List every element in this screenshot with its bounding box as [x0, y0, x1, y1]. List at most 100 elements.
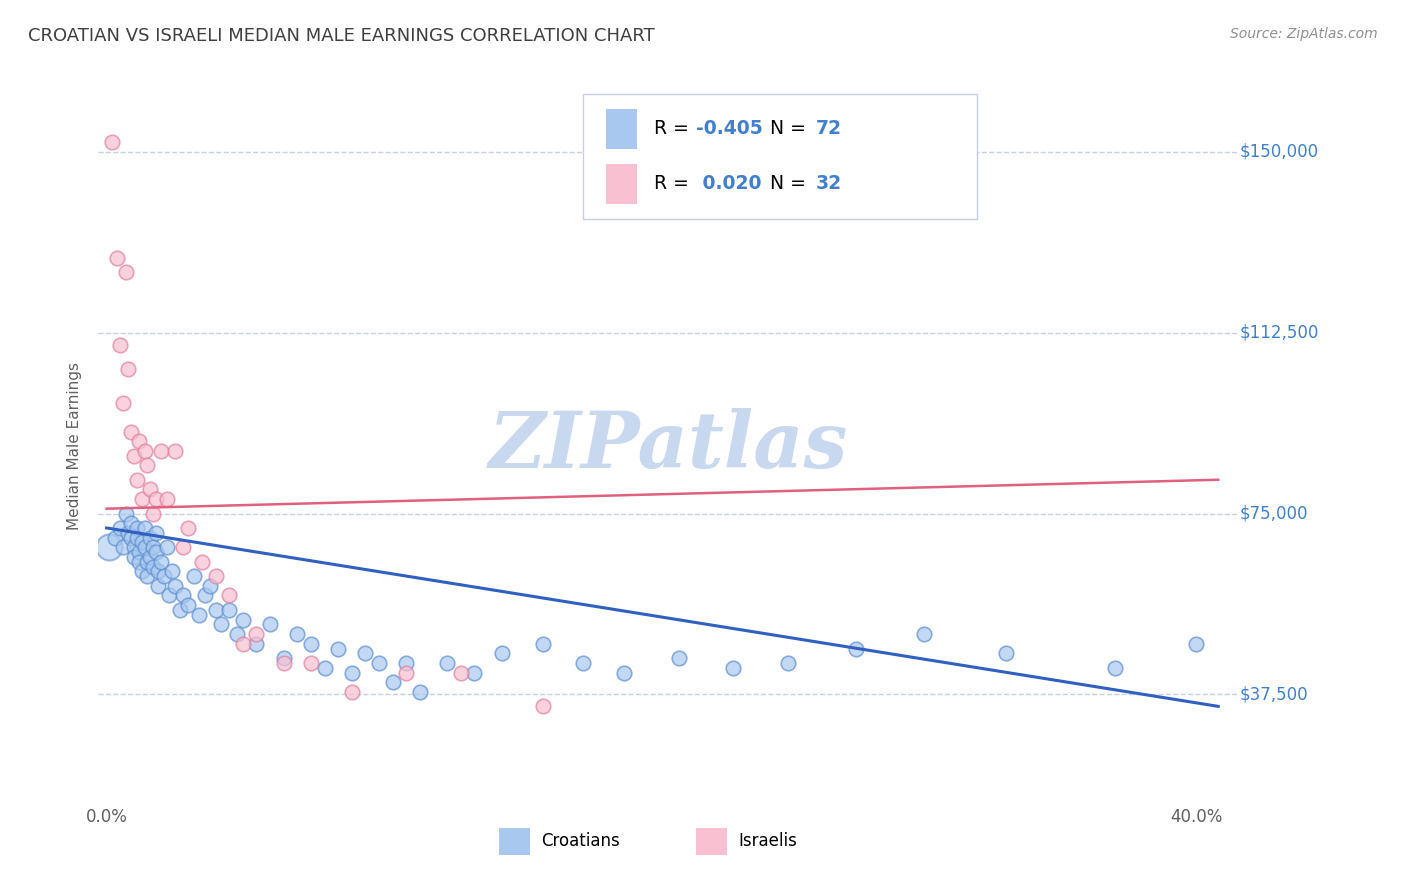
Point [994, 646, 1017, 660]
Point [340, 685, 363, 699]
Point [104, 531, 127, 545]
Point [188, 607, 211, 622]
Point [177, 598, 200, 612]
Point [491, 646, 513, 660]
Point [245, 627, 267, 641]
Point [172, 589, 194, 603]
Point [125, 531, 148, 545]
Point [169, 603, 191, 617]
Point [1104, 661, 1126, 675]
Point [531, 699, 554, 714]
Text: N =: N = [770, 120, 813, 138]
Point [531, 637, 554, 651]
Point [368, 656, 391, 670]
Point [354, 646, 377, 660]
Point [134, 521, 156, 535]
Point [232, 613, 254, 627]
Point [136, 569, 159, 583]
Point [131, 535, 153, 549]
Point [1185, 637, 1208, 651]
Point [131, 491, 153, 506]
Point [395, 656, 418, 670]
Point [273, 656, 295, 670]
Text: ZIPatlas: ZIPatlas [488, 408, 848, 484]
Point [163, 579, 186, 593]
Point [226, 627, 249, 641]
Point [128, 555, 150, 569]
Point [111, 541, 134, 555]
Point [139, 531, 162, 545]
Point [145, 545, 167, 559]
Point [328, 641, 350, 656]
Point [139, 483, 162, 497]
Point [150, 443, 173, 458]
Point [117, 525, 139, 540]
Point [122, 449, 145, 463]
Point [155, 541, 177, 555]
Point [122, 549, 145, 564]
Point [160, 565, 183, 579]
Point [912, 627, 935, 641]
Point [125, 521, 148, 535]
Text: 32: 32 [815, 174, 842, 193]
Point [142, 541, 165, 555]
Point [299, 656, 322, 670]
Point [204, 569, 226, 583]
Y-axis label: Median Male Earnings: Median Male Earnings [67, 362, 83, 530]
Point [572, 656, 595, 670]
Point [148, 565, 170, 579]
Point [668, 651, 690, 665]
Point [107, 251, 129, 265]
Point [131, 565, 153, 579]
Point [463, 665, 485, 680]
Text: Source: ZipAtlas.com: Source: ZipAtlas.com [1230, 27, 1378, 41]
Point [299, 637, 322, 651]
Point [120, 425, 142, 439]
Point [845, 641, 868, 656]
Point [139, 549, 162, 564]
Point [101, 135, 124, 149]
Point [285, 627, 308, 641]
Text: Croatians: Croatians [541, 832, 620, 850]
Text: $75,000: $75,000 [1240, 505, 1308, 523]
Point [218, 603, 240, 617]
Text: 72: 72 [815, 120, 841, 138]
Point [340, 665, 363, 680]
Point [450, 665, 472, 680]
Point [142, 559, 165, 574]
Point [110, 337, 132, 351]
Point [157, 589, 180, 603]
Text: R =: R = [654, 174, 695, 193]
Point [314, 661, 336, 675]
Point [134, 443, 156, 458]
Point [723, 661, 745, 675]
Point [218, 589, 240, 603]
Point [163, 443, 186, 458]
Point [613, 665, 636, 680]
Point [114, 265, 136, 279]
Point [145, 491, 167, 506]
Point [204, 603, 226, 617]
Point [381, 675, 404, 690]
Point [776, 656, 799, 670]
Text: $112,500: $112,500 [1240, 324, 1319, 342]
Point [110, 521, 132, 535]
Point [191, 555, 214, 569]
Point [177, 521, 200, 535]
Point [142, 507, 165, 521]
Point [128, 434, 150, 449]
Point [198, 579, 221, 593]
Point [194, 589, 217, 603]
Point [183, 569, 205, 583]
Point [136, 458, 159, 473]
Point [150, 555, 173, 569]
Text: -0.405: -0.405 [696, 120, 762, 138]
Point [273, 651, 295, 665]
Point [111, 395, 134, 409]
Point [134, 541, 156, 555]
Text: CROATIAN VS ISRAELI MEDIAN MALE EARNINGS CORRELATION CHART: CROATIAN VS ISRAELI MEDIAN MALE EARNINGS… [28, 27, 655, 45]
Point [120, 516, 142, 530]
Point [409, 685, 432, 699]
Point [232, 637, 254, 651]
Text: R =: R = [654, 120, 695, 138]
